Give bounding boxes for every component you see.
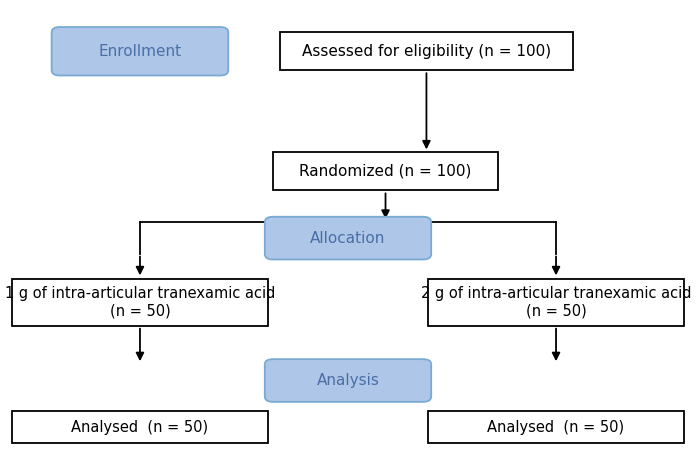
FancyBboxPatch shape <box>428 411 684 443</box>
FancyBboxPatch shape <box>52 27 228 75</box>
Text: Assessed for eligibility (n = 100): Assessed for eligibility (n = 100) <box>302 44 551 59</box>
FancyBboxPatch shape <box>12 411 268 443</box>
Text: Analysed  (n = 50): Analysed (n = 50) <box>487 419 624 435</box>
Text: Analysed  (n = 50): Analysed (n = 50) <box>72 419 209 435</box>
Text: Randomized (n = 100): Randomized (n = 100) <box>299 164 472 179</box>
Text: Enrollment: Enrollment <box>98 44 182 59</box>
FancyBboxPatch shape <box>12 279 268 326</box>
Text: 1 g of intra-articular tranexamic acid
(n = 50): 1 g of intra-articular tranexamic acid (… <box>5 286 275 319</box>
FancyBboxPatch shape <box>264 217 432 260</box>
Text: Allocation: Allocation <box>310 231 386 246</box>
FancyBboxPatch shape <box>428 279 684 326</box>
Text: Analysis: Analysis <box>317 373 379 388</box>
Text: 2 g of intra-articular tranexamic acid
(n = 50): 2 g of intra-articular tranexamic acid (… <box>421 286 691 319</box>
FancyBboxPatch shape <box>264 359 432 402</box>
FancyBboxPatch shape <box>273 153 498 190</box>
FancyBboxPatch shape <box>280 32 573 70</box>
